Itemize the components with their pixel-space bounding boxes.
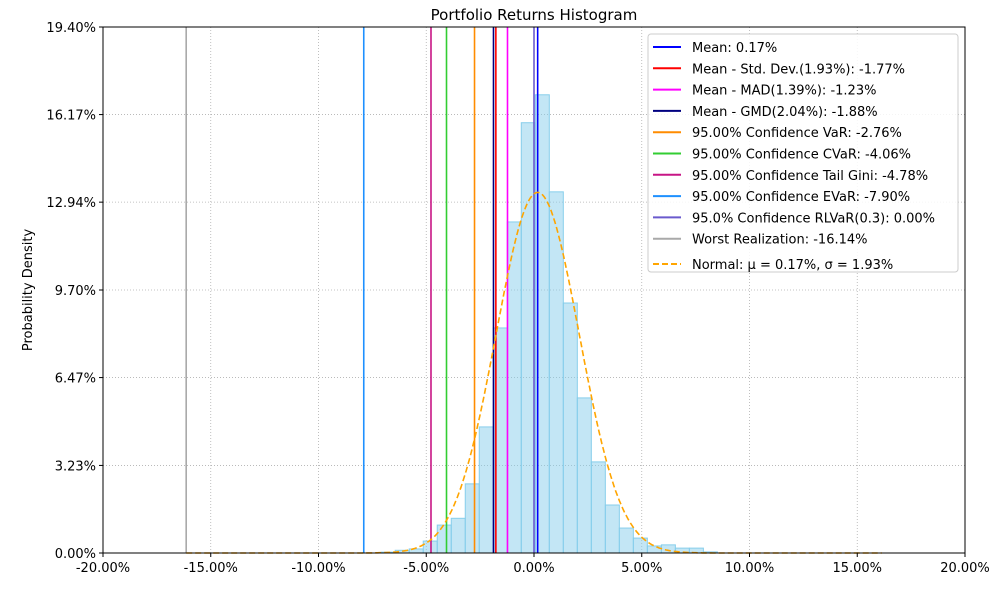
y-tick-label: 3.23% bbox=[55, 459, 96, 474]
legend-label: 95.00% Confidence VaR: -2.76% bbox=[692, 126, 902, 141]
legend-label: Normal: μ = 0.17%, σ = 1.93% bbox=[692, 258, 893, 273]
legend-label: 95.00% Confidence Tail Gini: -4.78% bbox=[692, 169, 928, 184]
legend-label: Worst Realization: -16.14% bbox=[692, 233, 868, 248]
y-tick-label: 16.17% bbox=[46, 109, 96, 124]
histogram-bar bbox=[590, 461, 606, 554]
histogram-bar bbox=[562, 302, 578, 554]
x-tick-label: -20.00% bbox=[76, 561, 130, 576]
histogram-bar bbox=[576, 397, 592, 554]
y-tick-label: 9.70% bbox=[55, 284, 96, 299]
histogram-bar bbox=[506, 221, 522, 554]
legend-label: 95.00% Confidence EVaR: -7.90% bbox=[692, 190, 910, 205]
legend-label: Mean - Std. Dev.(1.93%): -1.77% bbox=[692, 62, 905, 77]
x-tick-label: 15.00% bbox=[832, 561, 882, 576]
x-tick-label: 0.00% bbox=[513, 561, 554, 576]
histogram-bar bbox=[604, 504, 620, 554]
histogram-bar bbox=[660, 544, 676, 554]
x-tick-label: 20.00% bbox=[940, 561, 990, 576]
histogram-bar bbox=[436, 524, 452, 554]
histogram-bar bbox=[646, 545, 662, 554]
legend-label: Mean - MAD(1.39%): -1.23% bbox=[692, 84, 876, 99]
legend-label: 95.00% Confidence CVaR: -4.06% bbox=[692, 148, 911, 163]
legend: Mean: 0.17% Mean - Std. Dev.(1.93%): -1.7… bbox=[647, 33, 959, 273]
y-tick-label: 6.47% bbox=[55, 372, 96, 387]
legend-label: Mean: 0.17% bbox=[692, 41, 777, 56]
x-tick-label: -5.00% bbox=[403, 561, 449, 576]
y-tick-label: 19.40% bbox=[46, 21, 96, 36]
histogram-bar bbox=[450, 517, 466, 554]
y-tick-label: 0.00% bbox=[55, 547, 96, 562]
legend-label: 95.0% Confidence RLVaR(0.3): 0.00% bbox=[692, 211, 935, 226]
histogram-bar bbox=[520, 122, 536, 554]
x-tick-label: -15.00% bbox=[184, 561, 238, 576]
histogram-bar bbox=[478, 426, 494, 554]
x-tick-label: -10.00% bbox=[291, 561, 345, 576]
y-tick-label: 12.94% bbox=[46, 196, 96, 211]
x-tick-label: 5.00% bbox=[621, 561, 662, 576]
legend-label: Mean - GMD(2.04%): -1.88% bbox=[692, 105, 878, 120]
y-axis-label: Probability Density bbox=[21, 229, 36, 352]
histogram-bar bbox=[618, 527, 634, 554]
chart-title: Portfolio Returns Histogram bbox=[431, 6, 638, 24]
histogram-bar bbox=[464, 483, 480, 554]
x-tick-label: 10.00% bbox=[725, 561, 775, 576]
